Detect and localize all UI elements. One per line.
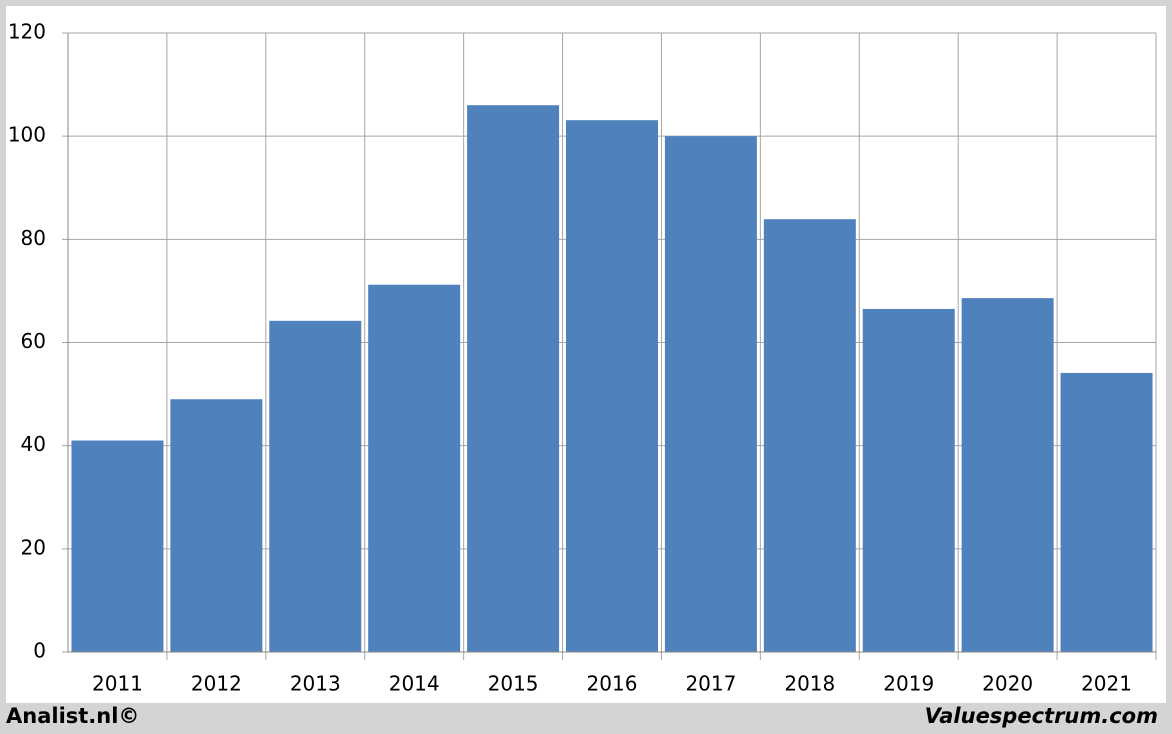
bar [170,399,263,652]
footer-right: Valuespectrum.com [925,704,1158,728]
x-tick-label: 2015 [488,672,539,696]
y-tick-label: 100 [8,123,46,147]
x-tick-label: 2013 [290,672,341,696]
bar [961,298,1054,652]
x-tick-label: 2020 [982,672,1033,696]
y-tick-label: 60 [21,329,46,353]
bar [862,308,955,652]
footer-left: Analist.nl© [6,704,139,728]
x-tick-label: 2014 [389,672,440,696]
y-tick-label: 120 [8,20,46,44]
bar [1060,372,1153,652]
x-tick-label: 2019 [883,672,934,696]
x-tick-label: 2021 [1081,672,1132,696]
bar [368,284,461,652]
x-tick-label: 2016 [587,672,638,696]
bar [763,219,856,653]
bar [71,440,164,652]
x-tick-label: 2017 [685,672,736,696]
x-tick-label: 2012 [191,672,242,696]
bar [664,136,757,652]
bar [467,105,560,652]
y-tick-label: 20 [21,535,46,559]
x-tick-label: 2018 [784,672,835,696]
y-tick-label: 0 [33,639,46,663]
bar [566,120,658,652]
y-tick-label: 40 [21,432,46,456]
y-tick-label: 80 [21,226,46,250]
bar [269,320,362,652]
x-tick-label: 2011 [92,672,143,696]
